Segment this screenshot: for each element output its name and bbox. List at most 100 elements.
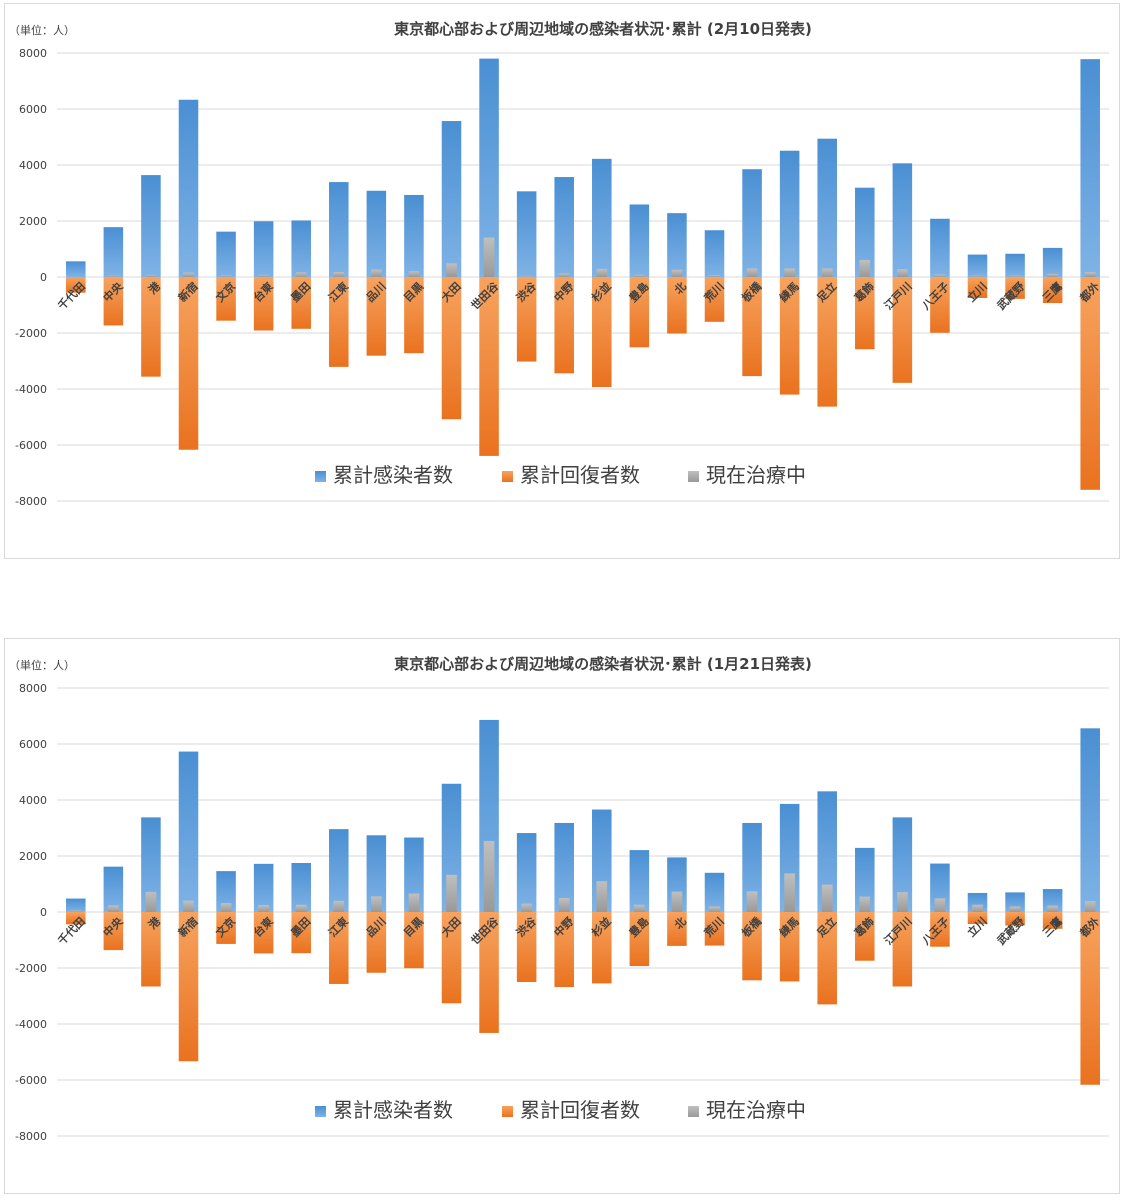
- bar-infected: [178, 751, 199, 912]
- bar-recovered: [704, 912, 725, 946]
- bar-infected: [930, 218, 950, 277]
- y-tick-label: -2000: [15, 327, 47, 340]
- bar-treating: [671, 269, 683, 277]
- bar-infected: [66, 261, 86, 277]
- bar-recovered: [592, 277, 612, 388]
- y-tick-label: 8000: [19, 47, 47, 60]
- y-tick-label: 2000: [19, 215, 47, 228]
- y-tick-label: 4000: [19, 794, 47, 807]
- bar-treating: [333, 271, 345, 277]
- unit-label: （単位：人）: [9, 23, 75, 37]
- y-tick-label: 0: [40, 271, 47, 284]
- bar-recovered: [366, 912, 387, 973]
- bar-recovered: [479, 277, 499, 456]
- bar-recovered: [66, 277, 86, 293]
- bar-infected: [141, 817, 161, 912]
- bar-infected: [253, 863, 274, 912]
- bar-recovered: [855, 912, 875, 961]
- bar-recovered: [216, 277, 236, 321]
- chart-svg-jan21: 東京都心部および周辺地域の感染者状況･累計 (1月21日発表) （単位：人） 8…: [9, 655, 1109, 1143]
- bar-treating: [596, 268, 608, 277]
- bar-infected: [66, 898, 86, 912]
- bar-infected: [667, 213, 687, 277]
- bar-recovered: [103, 912, 124, 951]
- bar-treating: [633, 904, 645, 912]
- bar-infected: [103, 227, 124, 277]
- legend-swatch: [502, 471, 513, 482]
- bar-recovered: [141, 912, 161, 987]
- y-tick-label: 6000: [19, 738, 47, 751]
- bar-treating: [896, 269, 908, 277]
- bar-treating: [1084, 271, 1096, 277]
- bar-infected: [291, 220, 311, 277]
- bar-treating: [521, 903, 533, 912]
- bar-infected: [554, 822, 574, 912]
- bar-recovered: [441, 277, 462, 420]
- bar-treating: [896, 892, 908, 912]
- bar-recovered: [629, 912, 650, 967]
- bar-recovered: [930, 277, 950, 333]
- bar-recovered: [178, 277, 199, 450]
- bar-recovered: [742, 912, 762, 981]
- y-tick-label: -2000: [15, 962, 47, 975]
- bar-treating: [821, 884, 833, 912]
- bar-treating: [1047, 905, 1059, 912]
- bar-treating: [521, 275, 533, 277]
- y-tick-label: -4000: [15, 1018, 47, 1031]
- y-tick-label: 4000: [19, 159, 47, 172]
- bar-treating: [145, 274, 157, 277]
- bar-infected: [779, 150, 800, 277]
- legend-swatch: [688, 471, 699, 482]
- bar-infected: [103, 866, 124, 912]
- bar-recovered: [967, 277, 988, 298]
- bar-treating: [1084, 901, 1096, 912]
- bar-infected: [629, 204, 650, 277]
- bar-recovered: [779, 912, 800, 982]
- bar-recovered: [516, 277, 537, 362]
- legend-label: 現在治療中: [706, 1098, 806, 1122]
- bar-treating: [183, 272, 194, 277]
- y-tick-label: 6000: [19, 103, 47, 116]
- bar-infected: [817, 791, 837, 912]
- bar-treating: [558, 273, 570, 277]
- bar-recovered: [253, 912, 274, 954]
- legend-label: 累計感染者数: [333, 463, 453, 487]
- bar-infected: [704, 872, 725, 912]
- bar-recovered: [667, 912, 687, 946]
- bar-treating: [107, 275, 119, 277]
- bar-recovered: [1042, 912, 1063, 929]
- bar-treating: [370, 896, 382, 912]
- y-tick-label: -6000: [15, 1074, 47, 1087]
- bar-infected: [366, 835, 387, 912]
- bar-recovered: [1005, 912, 1025, 926]
- bar-infected: [967, 254, 988, 277]
- bar-infected: [516, 191, 537, 277]
- legend-label: 累計回復者数: [520, 1098, 640, 1122]
- bar-treating: [1009, 906, 1021, 912]
- bar-treating: [671, 891, 683, 912]
- bar-treating: [446, 874, 457, 912]
- unit-label: （単位：人）: [9, 658, 75, 672]
- chart-panel-feb10: 東京都心部および周辺地域の感染者状況･累計 (2月10日発表) （単位：人） 8…: [4, 3, 1120, 559]
- bar-infected: [1080, 728, 1100, 912]
- bar-recovered: [892, 912, 913, 987]
- bar-recovered: [667, 277, 687, 334]
- bar-treating: [483, 840, 495, 912]
- bar-infected: [817, 138, 837, 277]
- y-tick-label: 8000: [19, 682, 47, 695]
- bar-infected: [554, 177, 574, 277]
- bar-treating: [746, 891, 758, 912]
- legend-swatch: [315, 1106, 326, 1117]
- bar-infected: [329, 829, 349, 912]
- bar-recovered: [892, 277, 913, 383]
- bar-treating: [972, 904, 983, 912]
- y-tick-label: 2000: [19, 850, 47, 863]
- bar-infected: [291, 863, 311, 912]
- legend-swatch: [688, 1106, 699, 1117]
- bar-recovered: [629, 277, 650, 348]
- bar-recovered: [930, 912, 950, 947]
- bar-treating: [408, 271, 420, 277]
- bar-treating: [1009, 275, 1021, 277]
- bar-treating: [258, 274, 270, 277]
- bar-treating: [746, 268, 758, 277]
